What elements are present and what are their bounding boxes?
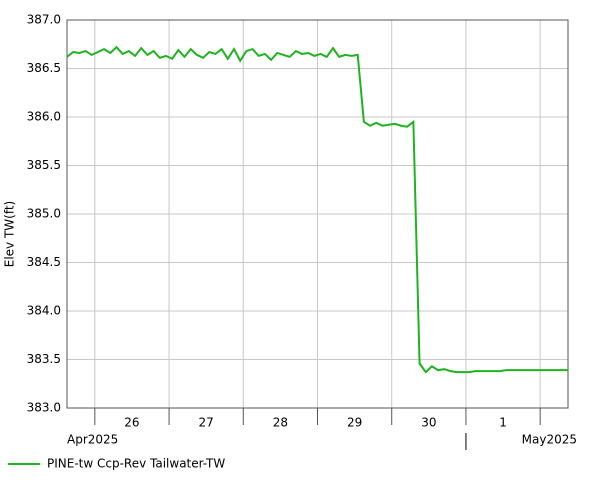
y-tick-label: 386.5: [27, 61, 61, 75]
y-tick-label: 383.0: [27, 401, 61, 415]
y-tick-label: 383.5: [27, 352, 61, 366]
y-tick-label: 385.5: [27, 158, 61, 172]
month-label: Apr2025: [67, 433, 118, 447]
y-tick-label: 387.0: [27, 13, 61, 27]
x-tick-label: 1: [499, 416, 507, 430]
x-tick-label: 29: [347, 416, 362, 430]
y-tick-label: 385.0: [27, 207, 61, 221]
x-tick-label: 28: [273, 416, 288, 430]
legend-label: PINE-tw Ccp-Rev Tailwater-TW: [47, 457, 225, 471]
x-tick-label: 27: [199, 416, 214, 430]
x-tick-label: 26: [124, 416, 139, 430]
y-tick-label: 386.0: [27, 110, 61, 124]
y-axis-label: Elev TW(ft): [3, 201, 17, 268]
data-line: [66, 45, 568, 374]
plot-frame: [66, 19, 569, 409]
y-tick-label: 384.5: [27, 255, 61, 269]
y-tick-label: 384.0: [27, 304, 61, 318]
x-tick-label: 30: [421, 416, 436, 430]
month-label: May2025: [522, 433, 577, 447]
